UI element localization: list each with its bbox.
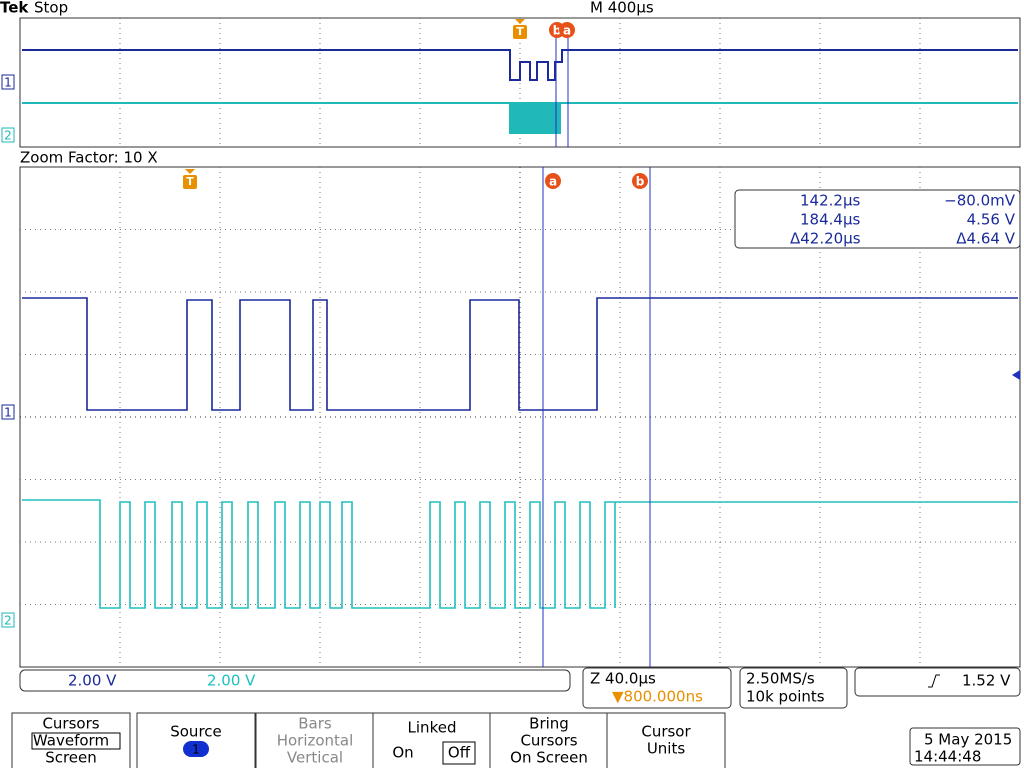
ch2-trace	[22, 499, 1018, 609]
menu-label: Bars	[298, 715, 332, 733]
timebase: M 400µs	[590, 0, 654, 17]
b-value: 4.56 V	[967, 211, 1016, 229]
source-pill	[183, 741, 209, 757]
trigger-status	[854, 667, 1021, 697]
menu-label: Linked	[408, 719, 457, 737]
menu-label: Cursors	[42, 715, 99, 733]
menu-label: Horizontal	[277, 732, 354, 750]
channel-icon	[1, 404, 15, 420]
delta-time: Δ42.20µs	[790, 230, 861, 248]
menu-label: Screen	[45, 749, 97, 767]
cursor-icon-label: b	[636, 175, 645, 189]
channel-icon	[1, 612, 15, 628]
channel-icon-label: 2	[4, 129, 12, 143]
brand: Tek	[0, 0, 29, 17]
source-label: 1	[192, 743, 200, 757]
ch1-trace	[22, 297, 1018, 411]
cursor-icon-label: a	[549, 175, 557, 189]
zoom-factor: Zoom Factor: 10 X	[20, 149, 158, 167]
menu-selected	[31, 732, 121, 750]
menu-button[interactable]	[255, 712, 375, 768]
trigger-icon-label: T	[516, 25, 524, 38]
offscreen-arrow	[1012, 370, 1020, 380]
cursor-icon	[545, 173, 561, 189]
b-time: 184.4µs	[800, 211, 860, 229]
channel-icon-label: 2	[4, 614, 12, 628]
menu-option[interactable]: On	[392, 744, 413, 762]
menu-label: Source	[170, 723, 222, 741]
edge-symbol	[928, 674, 940, 688]
main-grid	[20, 167, 1020, 667]
menu-label: Cursor	[641, 723, 691, 741]
channel-icon-label: 1	[4, 406, 12, 420]
menu-button[interactable]	[136, 712, 256, 768]
date: 5 May 2015	[924, 731, 1012, 749]
trigger-icon-label: T	[186, 175, 194, 188]
menu-label: Units	[647, 740, 686, 758]
menu-label: Waveform	[33, 732, 109, 750]
run-state: Stop	[34, 0, 68, 17]
menu-label: Vertical	[287, 749, 343, 767]
cursor-icon-label: b	[553, 24, 562, 38]
cursor-readout	[734, 189, 1021, 249]
channel-status	[19, 669, 571, 692]
channel-icon	[1, 74, 15, 90]
menu-button[interactable]	[606, 712, 726, 768]
a-value: −80.0mV	[944, 192, 1016, 210]
cursor-icon-label: a	[563, 24, 571, 38]
record-length: 10k points	[746, 688, 825, 706]
trigger-icon	[183, 175, 197, 189]
trigger-position: ▼800.000ns	[612, 688, 703, 706]
menu-option[interactable]: Off	[448, 744, 471, 762]
trigger-icon	[513, 25, 527, 39]
cursor-icon	[559, 22, 575, 38]
time: 14:44:48	[914, 748, 981, 766]
cursor-icon	[632, 173, 648, 189]
channel-icon-label: 1	[4, 76, 12, 90]
ch1-overview-trace	[22, 49, 1018, 81]
ch2-scale: 2.00 V	[207, 672, 256, 690]
trigger-level: 1.52 V	[962, 672, 1011, 690]
zoom-time: Z 40.0µs	[590, 670, 656, 688]
ch2-overview-trace	[22, 102, 1018, 134]
menu-label: Cursors	[520, 732, 577, 750]
menu-button[interactable]	[489, 712, 609, 768]
sample-rate: 2.50MS/s	[746, 670, 815, 688]
trigger-icon	[515, 19, 525, 24]
channel-icon	[1, 127, 15, 143]
menu-label: Bring	[529, 715, 569, 733]
menu-selected	[442, 741, 476, 765]
menu-bar: CursorsWaveformScreenSource1BarsHorizont…	[11, 712, 726, 768]
acq-status	[739, 667, 848, 709]
trigger-arrow	[602, 693, 611, 701]
delta-value: Δ4.64 V	[956, 230, 1015, 248]
trigger-icon	[185, 169, 195, 174]
datetime-box	[909, 727, 1021, 766]
ch1-scale: 2.00 V	[68, 672, 117, 690]
a-time: 142.2µs	[800, 192, 860, 210]
menu-label: On Screen	[510, 749, 588, 767]
zoom-status	[582, 667, 732, 709]
